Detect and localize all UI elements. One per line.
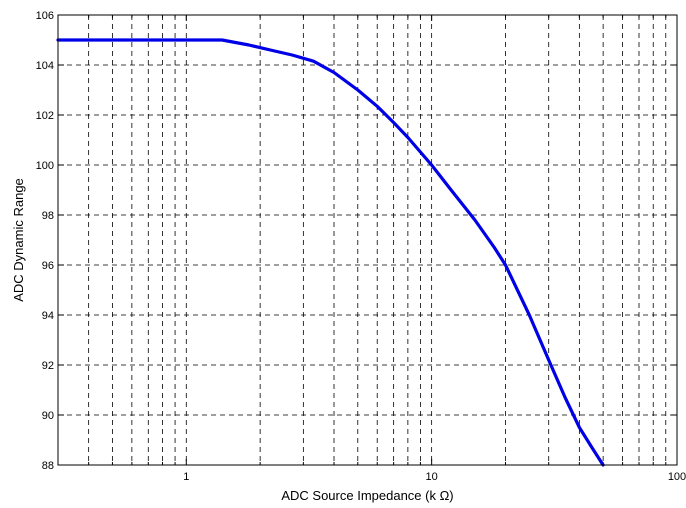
y-tick-label: 90 xyxy=(42,410,54,422)
y-tick-label: 94 xyxy=(42,310,54,322)
y-tick-label: 106 xyxy=(36,10,54,22)
plot-series xyxy=(56,38,605,467)
grid-lines xyxy=(58,15,677,465)
series-line xyxy=(56,38,605,467)
plot-frame xyxy=(57,14,678,466)
y-tick-label: 88 xyxy=(42,460,54,472)
x-tick-label: 100 xyxy=(668,471,686,483)
y-tick-label: 92 xyxy=(42,360,54,372)
y-tick-label: 96 xyxy=(42,260,54,272)
x-tick-label: 10 xyxy=(426,471,438,483)
y-axis-label: ADC Dynamic Range xyxy=(11,178,26,302)
y-tick-label: 102 xyxy=(36,110,54,122)
x-tick-label: 1 xyxy=(183,471,189,483)
x-axis-label: ADC Source Impedance (k Ω) xyxy=(281,488,453,503)
y-tick-labels: 88 90 92 94 96 98 100 102 104 106 xyxy=(36,10,54,472)
tick-marks xyxy=(57,14,678,466)
y-tick-label: 98 xyxy=(42,210,54,222)
y-tick-label: 104 xyxy=(36,60,54,72)
y-tick-label: 100 xyxy=(36,160,54,172)
x-tick-labels: 1 10 100 xyxy=(183,471,686,483)
